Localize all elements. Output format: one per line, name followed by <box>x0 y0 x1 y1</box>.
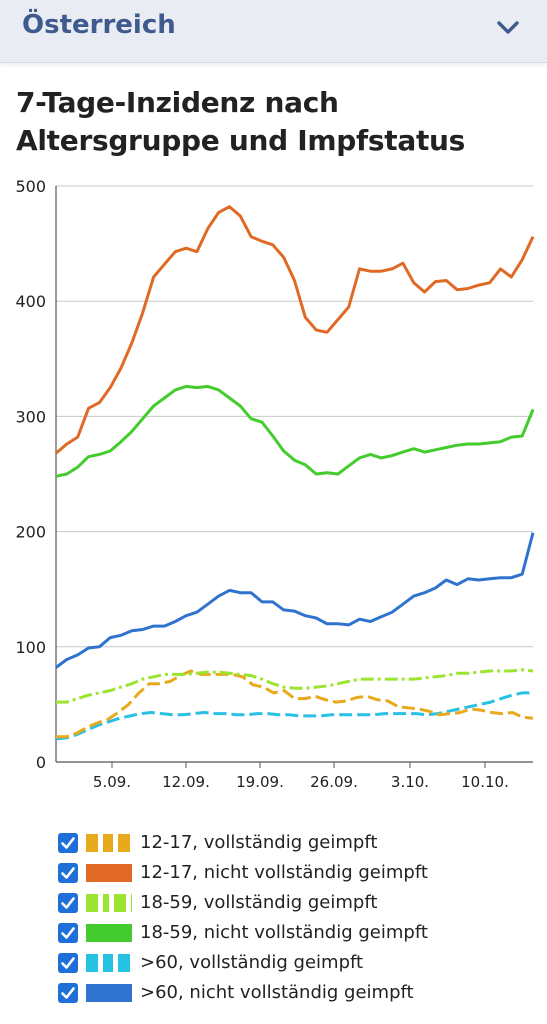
legend-swatch <box>86 864 132 882</box>
legend-item[interactable]: >60, vollständig geimpft <box>58 952 538 982</box>
legend-label: 18-59, nicht vollständig geimpft <box>140 922 428 943</box>
legend-swatch <box>86 894 132 912</box>
checkbox-checked-icon[interactable] <box>58 983 78 1003</box>
series-line-0 <box>56 669 534 739</box>
legend-swatch <box>86 954 130 972</box>
legend-label: 18-59, vollständig geimpft <box>140 892 378 913</box>
line-chart: 0 100 200 300 400 500 5.09. 12.09. 19.09. 26.09. 3… <box>15 177 535 791</box>
series-line-1 <box>55 205 535 455</box>
legend-swatch <box>86 984 132 1002</box>
legend-label: 12-17, nicht vollständig geimpft <box>140 862 428 883</box>
legend-label: 12-17, vollständig geimpft <box>140 832 378 853</box>
y-tick-label: 0 <box>36 753 46 772</box>
x-tick-label: 10.10. <box>461 773 509 791</box>
y-tick-label: 300 <box>15 407 46 426</box>
checkbox-checked-icon[interactable] <box>58 833 78 853</box>
region-label: Österreich <box>22 10 176 40</box>
legend-swatch <box>86 924 132 942</box>
region-bar[interactable]: Österreich <box>0 0 547 63</box>
series-line-4 <box>55 691 533 741</box>
series-line-2 <box>56 668 534 704</box>
chevron-down-icon[interactable] <box>495 14 521 40</box>
series-line-5 <box>55 532 535 669</box>
legend-item[interactable]: 12-17, nicht vollständig geimpft <box>58 862 538 892</box>
x-tick-label: 26.09. <box>310 773 358 791</box>
legend-item[interactable]: 18-59, vollständig geimpft <box>58 892 538 922</box>
checkbox-checked-icon[interactable] <box>58 953 78 973</box>
y-tick-label: 400 <box>15 292 46 311</box>
y-tick-label: 500 <box>15 177 46 196</box>
legend-item[interactable]: >60, nicht vollständig geimpft <box>58 982 538 1012</box>
x-tick-label: 5.09. <box>93 773 131 791</box>
legend-swatch <box>86 834 130 852</box>
legend-label: >60, vollständig geimpft <box>140 952 364 973</box>
x-tick-label: 3.10. <box>391 773 429 791</box>
checkbox-checked-icon[interactable] <box>58 863 78 883</box>
page-title: 7-Tage-Inzidenz nach Altersgruppe und Im… <box>16 86 466 157</box>
x-tick-label: 12.09. <box>162 773 210 791</box>
legend-item[interactable]: 18-59, nicht vollständig geimpft <box>58 922 538 952</box>
chart-legend: 12-17, vollständig geimpft 12-17, nicht v… <box>58 832 538 1012</box>
checkbox-checked-icon[interactable] <box>58 923 78 943</box>
y-tick-label: 200 <box>15 523 46 542</box>
x-tick-label: 19.09. <box>236 773 284 791</box>
y-tick-label: 100 <box>15 638 46 657</box>
legend-item[interactable]: 12-17, vollständig geimpft <box>58 832 538 862</box>
series-line-3 <box>55 384 535 478</box>
checkbox-checked-icon[interactable] <box>58 893 78 913</box>
legend-label: >60, nicht vollständig geimpft <box>140 982 414 1003</box>
